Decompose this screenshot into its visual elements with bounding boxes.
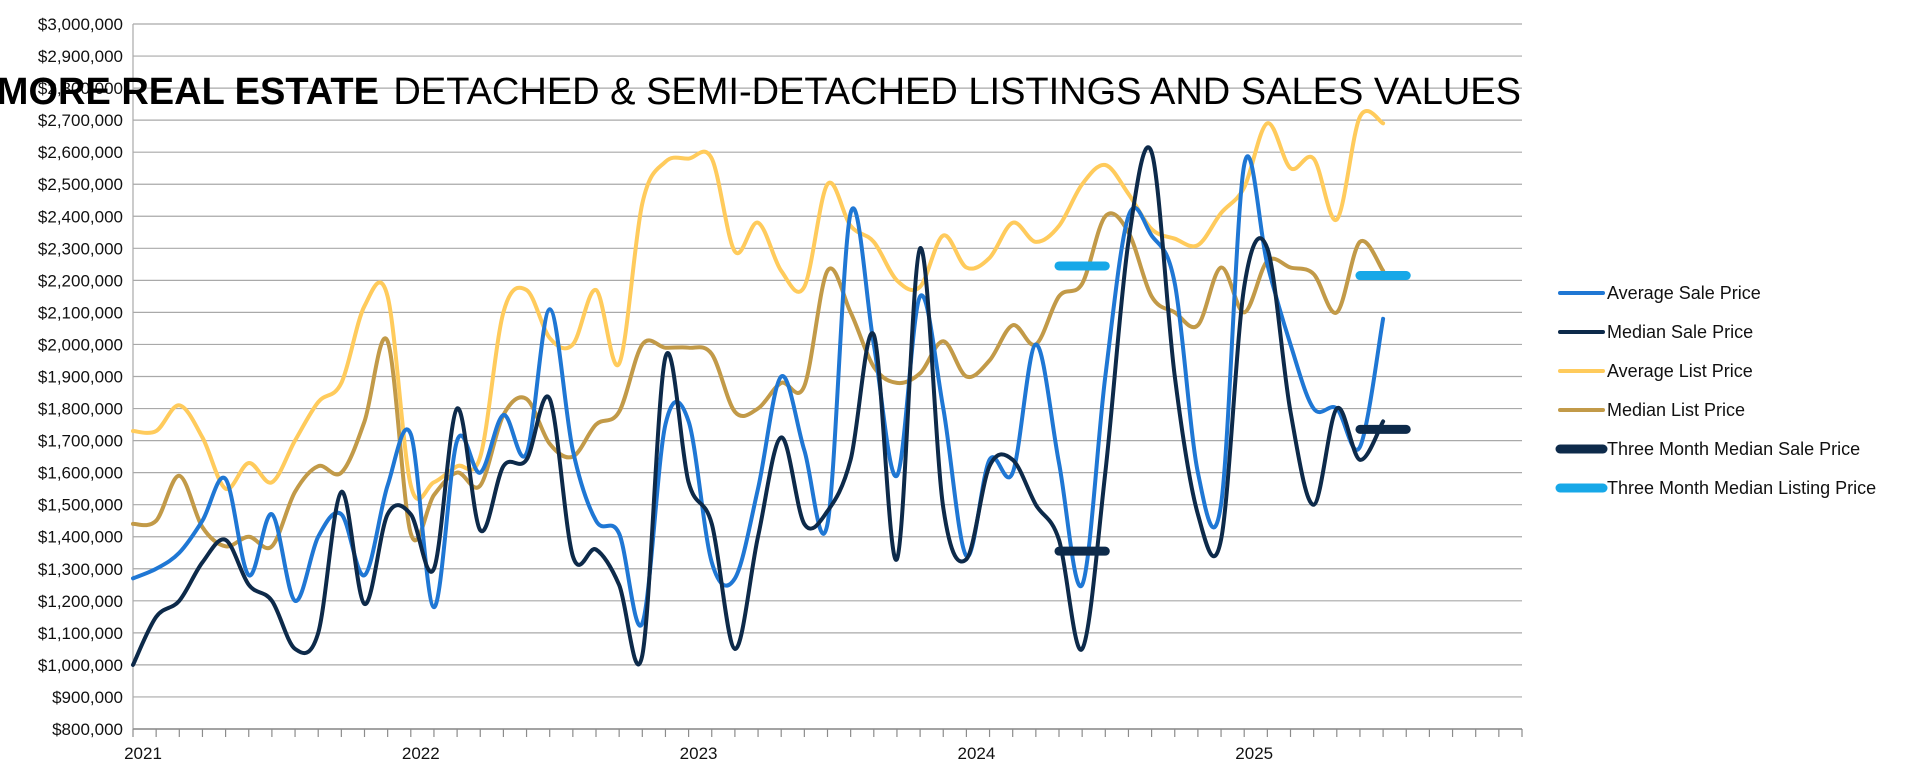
y-tick-label: $1,700,000 [38, 432, 123, 451]
x-tick-label: 2022 [402, 744, 440, 763]
y-tick-label: $900,000 [52, 688, 123, 707]
y-tick-label: $1,600,000 [38, 464, 123, 483]
y-tick-label: $2,000,000 [38, 335, 123, 354]
series-line-average-list-price [131, 109, 1386, 502]
legend-label-average-list-price: Average List Price [1607, 361, 1753, 381]
y-tick-label: $2,200,000 [38, 271, 123, 290]
y-tick-label: $1,000,000 [38, 656, 123, 675]
y-tick-label: $2,100,000 [38, 303, 123, 322]
chart-title: CANMORE REAL ESTATE DETACHED & SEMI-DETA… [0, 71, 1521, 113]
y-axis-ticks: $800,000 $900,000 $1,000,000 $1,100,000 $1,2… [38, 15, 123, 739]
x-tick-label: 2021 [124, 744, 162, 763]
legend-label-median-list-price: Median List Price [1607, 400, 1745, 420]
y-tick-label: $1,100,000 [38, 624, 123, 643]
y-tick-label: $1,400,000 [38, 528, 123, 547]
series-line-median-sale-price [131, 145, 1386, 667]
y-tick-label: $2,500,000 [38, 175, 123, 194]
legend-label-three-month-median-listing-price: Three Month Median Listing Price [1607, 478, 1876, 498]
y-tick-label: $2,400,000 [38, 207, 123, 226]
series-line-average-sale-price [131, 154, 1386, 628]
series-line-median-list-price [131, 211, 1386, 551]
legend-label-median-sale-price: Median Sale Price [1607, 322, 1753, 342]
y-tick-label: $3,000,000 [38, 15, 123, 34]
y-tick-label: $1,200,000 [38, 592, 123, 611]
chart-title-bold: CANMORE REAL ESTATE [0, 71, 379, 113]
y-tick-label: $1,300,000 [38, 560, 123, 579]
three-month-markers [1054, 261, 1411, 556]
y-tick-label: $1,900,000 [38, 368, 123, 387]
legend-label-average-sale-price: Average Sale Price [1607, 283, 1761, 303]
gridlines [133, 23, 1522, 730]
y-tick-label: $2,800,000 [38, 79, 123, 98]
x-tick-label: 2023 [680, 744, 718, 763]
y-tick-label: $1,500,000 [38, 496, 123, 515]
x-axis: 2021 2022 2023 2024 2025 [124, 24, 1523, 763]
chart-title-rest: DETACHED & SEMI-DETACHED LISTINGS AND SA… [393, 71, 1521, 113]
y-tick-label: $2,300,000 [38, 239, 123, 258]
y-tick-label: $1,800,000 [38, 400, 123, 419]
y-tick-label: $2,600,000 [38, 143, 123, 162]
y-tick-label: $800,000 [52, 720, 123, 739]
y-tick-label: $2,700,000 [38, 111, 123, 130]
legend-label-three-month-median-sale-price: Three Month Median Sale Price [1607, 439, 1860, 459]
x-tick-label: 2025 [1235, 744, 1273, 763]
series-lines [131, 109, 1386, 667]
x-tick-label: 2024 [957, 744, 995, 763]
chart-legend: Average Sale Price Median Sale Price Avera… [1555, 283, 1876, 498]
y-tick-label: $2,900,000 [38, 47, 123, 66]
